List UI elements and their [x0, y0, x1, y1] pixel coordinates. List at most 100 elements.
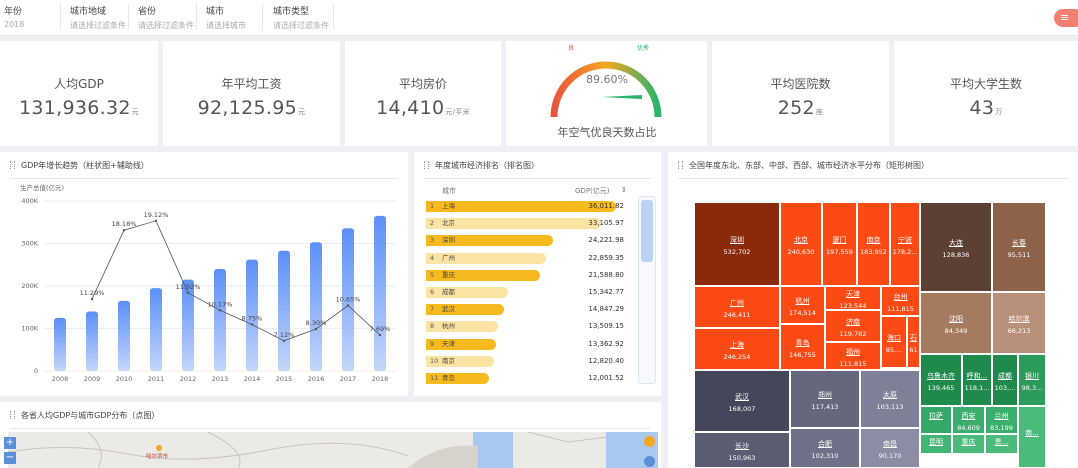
- bar[interactable]: [310, 242, 322, 371]
- treemap-cell[interactable]: 哈尔滨 66,213: [992, 292, 1046, 354]
- treemap-cell[interactable]: 长沙 150,963: [694, 432, 790, 468]
- treemap-cell[interactable]: 深圳 532,702: [694, 202, 780, 286]
- treemap-cell[interactable]: 福州 111,815: [825, 342, 881, 370]
- treemap-cell[interactable]: 乌鲁木齐 139,465: [920, 354, 962, 406]
- x-tick-label: 2016: [308, 375, 325, 383]
- line-point[interactable]: [218, 309, 222, 312]
- bar[interactable]: [150, 288, 162, 371]
- filter-city[interactable]: 城市 请选择城市: [206, 4, 263, 30]
- ranking-row[interactable]: 2 北京 33,105.97: [426, 218, 636, 230]
- treemap-cell[interactable]: 杭州 174,514: [780, 286, 825, 324]
- treemap-cell[interactable]: 兰州 83,199: [985, 406, 1018, 434]
- column-header-gdp[interactable]: GDP(亿元): [575, 187, 610, 195]
- menu-icon[interactable]: ≡: [1054, 9, 1078, 27]
- ranking-row[interactable]: 1 上海 36,011.82: [426, 201, 636, 212]
- treemap-cell[interactable]: 西安 84,609: [952, 406, 985, 434]
- treemap-cell[interactable]: 宁波 178,2...: [890, 202, 920, 286]
- ranking-row[interactable]: 3 深圳 24,221.98: [426, 235, 636, 247]
- rank-value: 13,509.15: [588, 322, 624, 331]
- treemap-cell[interactable]: 广州 246,411: [694, 286, 780, 328]
- kpi-card-avg-house-price: 平均房价 14,410元/平米: [345, 41, 501, 146]
- bar[interactable]: [182, 279, 194, 371]
- treemap-cell[interactable]: 昆明: [920, 434, 952, 454]
- zoom-in-button[interactable]: +: [4, 437, 16, 449]
- line-point[interactable]: [122, 229, 126, 232]
- drag-handle-icon[interactable]: [424, 161, 429, 169]
- sort-icon[interactable]: ⇕: [621, 186, 627, 194]
- ranking-row[interactable]: 5 重庆 21,588.80: [426, 269, 636, 281]
- filter-region[interactable]: 城市地域 请选择过滤条件: [70, 4, 129, 30]
- ranking-row[interactable]: 6 成都 15,342.77: [426, 287, 636, 298]
- treemap-cell[interactable]: 南京 183,952: [857, 202, 890, 286]
- line-point[interactable]: [154, 219, 158, 222]
- ranking-row[interactable]: 7 武汉 14,847.29: [426, 304, 636, 316]
- map-view[interactable]: 哈尔滨市: [8, 432, 658, 468]
- treemap-cell[interactable]: 太原 103,113: [860, 370, 920, 428]
- line-point[interactable]: [314, 327, 318, 331]
- filter-city-type[interactable]: 城市类型 请选择过滤条件: [273, 4, 334, 30]
- filter-province[interactable]: 省份 请选择过滤条件: [138, 4, 197, 30]
- treemap-cell[interactable]: 海口 85,...: [881, 316, 907, 368]
- treemap-cell[interactable]: 呼和... 118,1...: [962, 354, 992, 406]
- ranking-row[interactable]: 4 广州 22,859.35: [426, 252, 636, 264]
- bar[interactable]: [374, 215, 386, 371]
- treemap-cell[interactable]: 台州 111,815: [881, 286, 920, 316]
- locate-icon[interactable]: [644, 456, 655, 467]
- rank-value: 12,820.40: [588, 356, 624, 365]
- drag-handle-icon[interactable]: [10, 411, 15, 419]
- ranking-row[interactable]: 9 天津 13,362.92: [426, 338, 636, 350]
- bar[interactable]: [54, 317, 66, 371]
- line-point[interactable]: [250, 323, 254, 326]
- treemap-cell[interactable]: 郑州 117,413: [790, 370, 860, 428]
- y-axis-label: 生产总值(亿元): [20, 183, 64, 192]
- bar[interactable]: [214, 269, 226, 371]
- treemap-cell[interactable]: 北京 240,630: [780, 202, 822, 286]
- ranking-row[interactable]: 11 青岛 12,001.52: [426, 373, 636, 384]
- treemap-cell[interactable]: 沈阳 84,349: [920, 292, 992, 354]
- treemap-cell[interactable]: 厦门 197,559: [822, 202, 857, 286]
- drag-handle-icon[interactable]: [678, 161, 683, 169]
- line-point[interactable]: [346, 304, 350, 307]
- drag-handle-icon[interactable]: [10, 161, 15, 169]
- ranking-row[interactable]: 8 杭州 13,509.15: [426, 321, 636, 333]
- treemap-cell[interactable]: 济南 119,782: [825, 310, 881, 342]
- treemap-cell[interactable]: 石 61: [907, 316, 920, 368]
- bar[interactable]: [278, 250, 290, 371]
- treemap-cell[interactable]: 南...: [1018, 406, 1046, 468]
- treemap-cell[interactable]: 南昌 90,170: [860, 428, 920, 468]
- ranking-row[interactable]: 10 南京 12,820.40: [426, 355, 636, 367]
- ranking-bar: [426, 287, 508, 298]
- filter-year[interactable]: 年份 2018: [4, 4, 61, 30]
- scrollbar-track[interactable]: [638, 196, 656, 384]
- layers-icon[interactable]: [644, 436, 655, 447]
- treemap-cell[interactable]: 武汉 168,007: [694, 370, 790, 432]
- treemap-cell[interactable]: 贵...: [985, 434, 1018, 454]
- treemap-cell[interactable]: 成都 103,...: [992, 354, 1018, 406]
- treemap-cell[interactable]: 天津 123,544: [825, 286, 881, 310]
- map-point[interactable]: [156, 445, 162, 451]
- line-point[interactable]: [282, 339, 286, 342]
- treemap-cell[interactable]: 大连 128,836: [920, 202, 992, 292]
- treemap-cell-name: 深圳: [730, 236, 744, 244]
- treemap-cell[interactable]: 拉萨: [920, 406, 952, 434]
- treemap-cell[interactable]: 重庆: [952, 434, 985, 454]
- line-point[interactable]: [186, 291, 190, 294]
- treemap-cell[interactable]: 银川 98,3...: [1018, 354, 1046, 406]
- treemap-cell[interactable]: 合肥 102,310: [790, 428, 860, 468]
- bar[interactable]: [342, 228, 354, 371]
- treemap-cell[interactable]: 长春 95,511: [992, 202, 1046, 292]
- filter-label: 省份: [138, 7, 157, 17]
- zoom-out-button[interactable]: −: [4, 452, 16, 464]
- data-label: 7.12%: [274, 331, 295, 339]
- bar[interactable]: [118, 300, 130, 371]
- treemap-cell-name: 南...: [1025, 429, 1039, 437]
- line-point[interactable]: [90, 297, 94, 301]
- treemap-cell[interactable]: 上海 246,254: [694, 328, 780, 370]
- line-point[interactable]: [378, 333, 382, 337]
- kpi-title: 年平均工资: [221, 77, 282, 91]
- scrollbar-thumb[interactable]: [641, 200, 653, 262]
- bar[interactable]: [86, 311, 98, 372]
- treemap-cell-value: 85,...: [885, 346, 903, 354]
- treemap-cell[interactable]: 青岛 146,755: [780, 324, 825, 370]
- bar[interactable]: [246, 259, 258, 371]
